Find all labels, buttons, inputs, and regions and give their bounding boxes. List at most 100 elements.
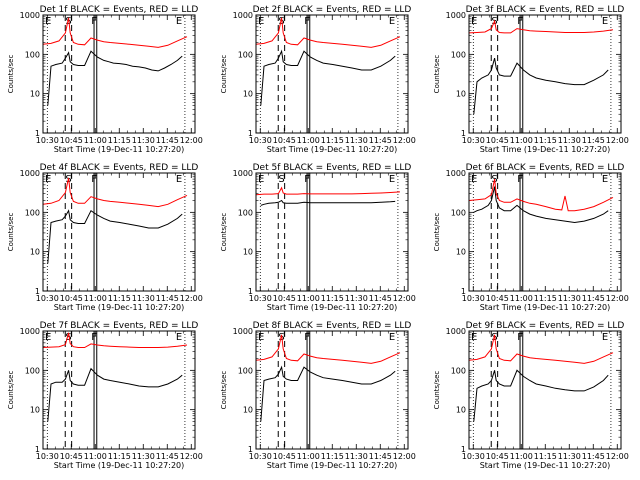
x-tick-label: 10:45 xyxy=(486,136,509,145)
x-tick-label: 11:15 xyxy=(108,136,131,145)
y-axis-label: Counts/sec xyxy=(7,213,15,252)
lld-series-line xyxy=(468,334,614,364)
chart-panel: Det 7f BLACK = Events, RED = LLD Counts/s… xyxy=(7,321,203,470)
chart-title: Det 5f BLACK = Events, RED = LLD xyxy=(253,163,412,173)
chart-panel: Det 3f BLACK = Events, RED = LLD Counts/s… xyxy=(433,5,629,154)
x-tick-label: 11:45 xyxy=(582,452,605,461)
marker-e-label: E xyxy=(389,332,395,343)
x-tick-label: 10:30 xyxy=(249,294,272,303)
x-axis-label: Start Time (19-Dec-11 10:27:20) xyxy=(267,145,398,154)
chart-title: Det 7f BLACK = Events, RED = LLD xyxy=(40,321,199,331)
y-tick-label: 1 xyxy=(461,129,466,138)
x-tick-label: 11:45 xyxy=(582,136,605,145)
x-tick-label: 11:45 xyxy=(156,294,179,303)
marker-e-label: E xyxy=(258,332,264,343)
marker-e-label: E xyxy=(258,174,264,185)
chart-panel: Det 5f BLACK = Events, RED = LLD Counts/s… xyxy=(220,163,416,312)
x-axis-label: Start Time (19-Dec-11 10:27:20) xyxy=(54,461,185,470)
x-tick-label: 10:30 xyxy=(249,136,272,145)
chart-title: Det 3f BLACK = Events, RED = LLD xyxy=(466,5,625,15)
y-tick-label: 1 xyxy=(35,287,40,296)
x-tick-label: 11:00 xyxy=(84,136,107,145)
marker-f-label: F xyxy=(517,174,523,185)
events-series-line xyxy=(473,186,609,224)
marker-s-label: S xyxy=(65,332,71,343)
y-tick-label: 1000 xyxy=(233,327,253,336)
x-axis-label: Start Time (19-Dec-11 10:27:20) xyxy=(480,461,611,470)
y-axis-label: Counts/sec xyxy=(433,213,441,252)
marker-f-label: F xyxy=(91,16,97,27)
y-tick-label: 1 xyxy=(461,287,466,296)
x-tick-label: 11:30 xyxy=(132,294,155,303)
x-tick-label: 10:45 xyxy=(60,136,83,145)
marker-e-label: E xyxy=(258,16,264,27)
x-tick-label: 12:00 xyxy=(180,294,203,303)
plot-frame xyxy=(42,172,196,292)
chart-panel: Det 2f BLACK = Events, RED = LLD Counts/s… xyxy=(220,5,416,154)
lld-series-line xyxy=(255,186,401,196)
y-tick-label: 100 xyxy=(238,208,253,217)
y-tick-label: 1000 xyxy=(20,169,40,178)
x-tick-label: 11:00 xyxy=(510,452,533,461)
y-tick-label: 1 xyxy=(461,445,466,454)
x-tick-label: 12:00 xyxy=(393,452,416,461)
x-tick-label: 10:30 xyxy=(36,136,59,145)
lld-series-line xyxy=(468,19,614,34)
x-tick-label: 11:45 xyxy=(369,136,392,145)
x-tick-label: 11:30 xyxy=(345,452,368,461)
x-tick-label: 11:30 xyxy=(132,452,155,461)
x-tick-label: 11:15 xyxy=(108,294,131,303)
x-tick-label: 11:00 xyxy=(297,452,320,461)
y-tick-label: 100 xyxy=(451,50,466,59)
y-tick-label: 100 xyxy=(451,366,466,375)
marker-e-label: E xyxy=(471,16,477,27)
y-tick-label: 10 xyxy=(243,90,253,99)
plot-frame xyxy=(255,330,409,450)
y-axis-label: Counts/sec xyxy=(7,371,15,410)
chart-title: Det 1f BLACK = Events, RED = LLD xyxy=(40,5,199,15)
marker-e-label: E xyxy=(602,174,608,185)
x-tick-label: 10:30 xyxy=(36,452,59,461)
chart-panel: Det 4f BLACK = Events, RED = LLD Counts/s… xyxy=(7,163,203,312)
plot-frame xyxy=(468,330,622,450)
y-tick-label: 1000 xyxy=(233,11,253,20)
y-axis-label: Counts/sec xyxy=(7,55,15,94)
x-tick-label: 11:45 xyxy=(369,294,392,303)
x-tick-label: 11:30 xyxy=(558,452,581,461)
marker-f-label: F xyxy=(517,16,523,27)
x-tick-label: 12:00 xyxy=(606,294,629,303)
y-tick-label: 10 xyxy=(243,248,253,257)
chart-title: Det 2f BLACK = Events, RED = LLD xyxy=(253,5,412,15)
plot-frame xyxy=(42,330,196,450)
chart-panel: Det 6f BLACK = Events, RED = LLD Counts/s… xyxy=(433,163,629,312)
y-axis-label: Counts/sec xyxy=(220,55,228,94)
y-tick-label: 1000 xyxy=(20,327,40,336)
marker-f-label: F xyxy=(304,174,310,185)
y-tick-label: 10 xyxy=(30,90,40,99)
x-tick-label: 11:45 xyxy=(582,294,605,303)
marker-e-label: E xyxy=(176,16,182,27)
y-tick-label: 1000 xyxy=(233,169,253,178)
y-tick-label: 100 xyxy=(451,208,466,217)
lld-series-line xyxy=(468,178,614,212)
x-tick-label: 11:45 xyxy=(369,452,392,461)
events-series-line xyxy=(47,209,183,264)
x-tick-label: 12:00 xyxy=(606,452,629,461)
chart-title: Det 9f BLACK = Events, RED = LLD xyxy=(466,321,625,331)
x-tick-label: 11:00 xyxy=(297,136,320,145)
y-axis-label: Counts/sec xyxy=(433,55,441,94)
x-tick-label: 12:00 xyxy=(180,136,203,145)
x-tick-label: 11:45 xyxy=(156,452,179,461)
events-series-line xyxy=(260,49,396,106)
y-tick-label: 1000 xyxy=(446,327,466,336)
x-tick-label: 10:30 xyxy=(249,452,272,461)
x-tick-label: 10:45 xyxy=(486,294,509,303)
y-tick-label: 10 xyxy=(243,406,253,415)
marker-e-label: E xyxy=(471,332,477,343)
events-series-line xyxy=(260,365,396,422)
x-tick-label: 11:30 xyxy=(558,136,581,145)
x-tick-label: 11:15 xyxy=(321,294,344,303)
marker-e-label: E xyxy=(602,16,608,27)
y-tick-label: 100 xyxy=(25,50,40,59)
marker-s-label: S xyxy=(278,174,284,185)
